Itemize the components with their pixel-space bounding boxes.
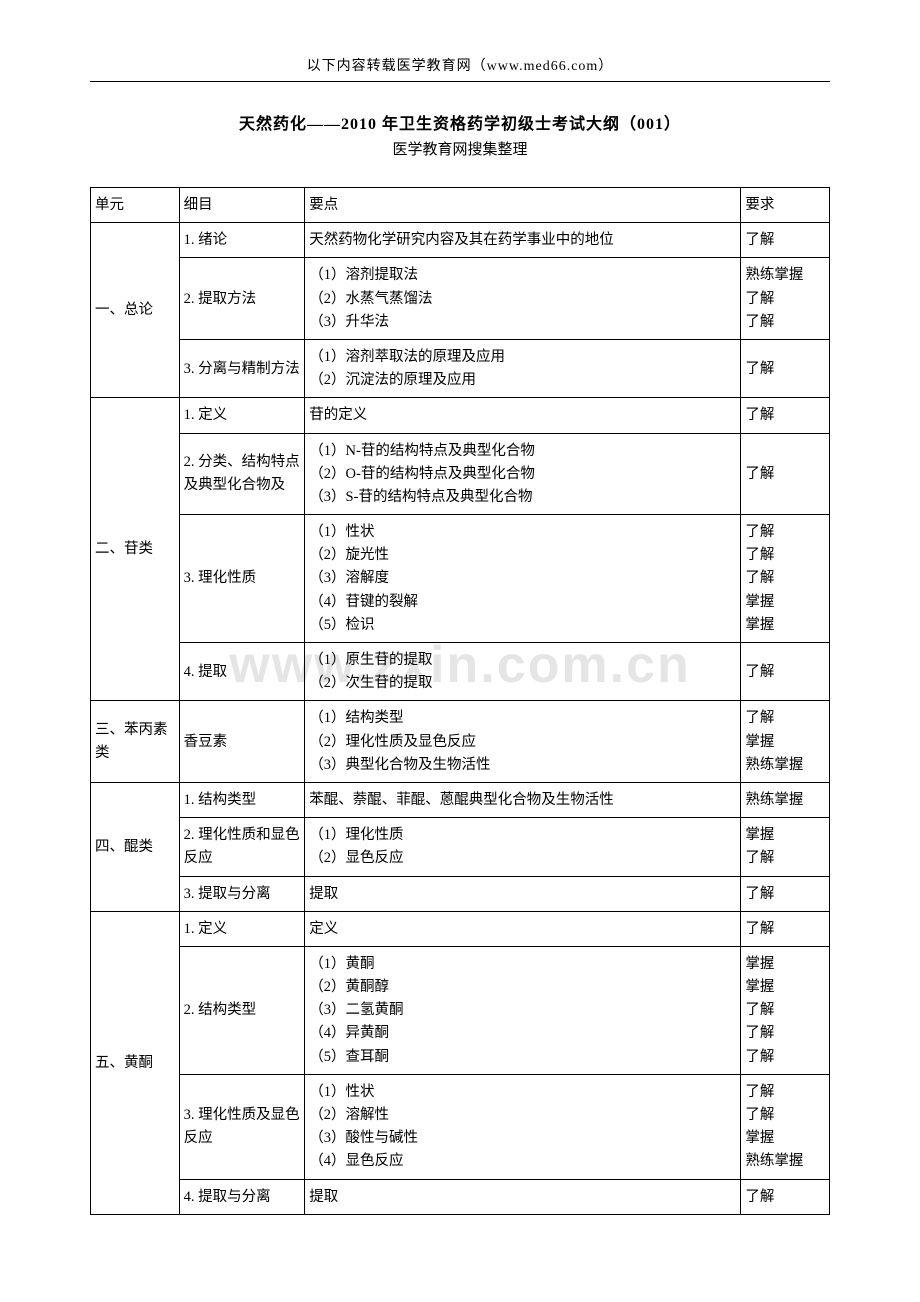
point-cell: （1）N-苷的结构特点及典型化合物（2）O-苷的结构特点及典型化合物（3）S-苷… [305, 433, 741, 515]
point-cell: 苷的定义 [305, 398, 741, 433]
table-row: 3. 提取与分离提取了解 [91, 876, 830, 911]
unit-cell: 四、醌类 [91, 782, 180, 911]
point-cell: 提取 [305, 876, 741, 911]
point-cell: 天然药物化学研究内容及其在药学事业中的地位 [305, 223, 741, 258]
detail-cell: 1. 结构类型 [179, 782, 305, 817]
detail-cell: 1. 绪论 [179, 223, 305, 258]
req-cell: 掌握掌握了解了解了解 [741, 946, 830, 1074]
req-cell: 熟练掌握了解了解 [741, 258, 830, 340]
detail-cell: 3. 提取与分离 [179, 876, 305, 911]
req-cell: 了解了解了解掌握掌握 [741, 515, 830, 643]
point-cell: （1）理化性质（2）显色反应 [305, 818, 741, 876]
col-detail-header: 细目 [179, 188, 305, 223]
point-cell: （1）结构类型（2）理化性质及显色反应（3）典型化合物及生物活性 [305, 701, 741, 783]
table-row: 4. 提取（1）原生苷的提取（2）次生苷的提取了解 [91, 643, 830, 701]
table-row: 2. 结构类型（1）黄酮（2）黄酮醇（3）二氢黄酮（4）异黄酮（5）查耳酮掌握掌… [91, 946, 830, 1074]
point-cell: （1）溶剂提取法（2）水蒸气蒸馏法（3）升华法 [305, 258, 741, 340]
unit-cell: 一、总论 [91, 223, 180, 398]
table-row: 3. 分离与精制方法（1）溶剂萃取法的原理及应用（2）沉淀法的原理及应用了解 [91, 339, 830, 397]
page: 以下内容转载医学教育网（www.med66.com） 天然药化——2010 年卫… [0, 0, 920, 1302]
col-unit-header: 单元 [91, 188, 180, 223]
req-cell: 了解掌握熟练掌握 [741, 701, 830, 783]
table-header-row: 单元 细目 要点 要求 [91, 188, 830, 223]
point-cell: （1）溶剂萃取法的原理及应用（2）沉淀法的原理及应用 [305, 339, 741, 397]
unit-cell: 三、苯丙素类 [91, 701, 180, 783]
req-cell: 了解 [741, 433, 830, 515]
req-cell: 了解 [741, 911, 830, 946]
detail-cell: 3. 理化性质及显色反应 [179, 1074, 305, 1179]
table-row: 3. 理化性质（1）性状（2）旋光性（3）溶解度（4）苷键的裂解（5）检识了解了… [91, 515, 830, 643]
detail-cell: 2. 结构类型 [179, 946, 305, 1074]
point-cell: （1）原生苷的提取（2）次生苷的提取 [305, 643, 741, 701]
detail-cell: 2. 理化性质和显色反应 [179, 818, 305, 876]
req-cell: 了解 [741, 1179, 830, 1214]
detail-cell: 4. 提取 [179, 643, 305, 701]
unit-cell: 二、苷类 [91, 398, 180, 701]
syllabus-table: 单元 细目 要点 要求 一、总论1. 绪论天然药物化学研究内容及其在药学事业中的… [90, 187, 830, 1215]
detail-cell: 4. 提取与分离 [179, 1179, 305, 1214]
table-row: 2. 分类、结构特点及典型化合物及（1）N-苷的结构特点及典型化合物（2）O-苷… [91, 433, 830, 515]
table-row: 五、黄酮1. 定义定义了解 [91, 911, 830, 946]
col-req-header: 要求 [741, 188, 830, 223]
syllabus-body: 一、总论1. 绪论天然药物化学研究内容及其在药学事业中的地位了解2. 提取方法（… [91, 223, 830, 1215]
req-cell: 了解 [741, 398, 830, 433]
table-row: 3. 理化性质及显色反应（1）性状（2）溶解性（3）酸性与碱性（4）显色反应了解… [91, 1074, 830, 1179]
point-cell: （1）性状（2）溶解性（3）酸性与碱性（4）显色反应 [305, 1074, 741, 1179]
detail-cell: 香豆素 [179, 701, 305, 783]
table-row: 二、苷类1. 定义苷的定义了解 [91, 398, 830, 433]
point-cell: （1）性状（2）旋光性（3）溶解度（4）苷键的裂解（5）检识 [305, 515, 741, 643]
header-text: 以下内容转载医学教育网（www.med66.com） [90, 55, 830, 75]
point-cell: 提取 [305, 1179, 741, 1214]
unit-cell: 五、黄酮 [91, 911, 180, 1214]
page-subtitle: 医学教育网搜集整理 [90, 138, 830, 159]
table-row: 4. 提取与分离提取了解 [91, 1179, 830, 1214]
detail-cell: 2. 提取方法 [179, 258, 305, 340]
req-cell: 了解 [741, 223, 830, 258]
req-cell: 掌握了解 [741, 818, 830, 876]
point-cell: （1）黄酮（2）黄酮醇（3）二氢黄酮（4）异黄酮（5）查耳酮 [305, 946, 741, 1074]
req-cell: 了解 [741, 876, 830, 911]
point-cell: 苯醌、萘醌、菲醌、蒽醌典型化合物及生物活性 [305, 782, 741, 817]
header-rule [90, 81, 830, 82]
detail-cell: 3. 分离与精制方法 [179, 339, 305, 397]
table-row: 三、苯丙素类香豆素（1）结构类型（2）理化性质及显色反应（3）典型化合物及生物活… [91, 701, 830, 783]
detail-cell: 2. 分类、结构特点及典型化合物及 [179, 433, 305, 515]
table-row: 2. 提取方法（1）溶剂提取法（2）水蒸气蒸馏法（3）升华法熟练掌握了解了解 [91, 258, 830, 340]
req-cell: 熟练掌握 [741, 782, 830, 817]
req-cell: 了解 [741, 643, 830, 701]
table-row: 2. 理化性质和显色反应（1）理化性质（2）显色反应掌握了解 [91, 818, 830, 876]
req-cell: 了解了解掌握熟练掌握 [741, 1074, 830, 1179]
col-point-header: 要点 [305, 188, 741, 223]
detail-cell: 3. 理化性质 [179, 515, 305, 643]
page-title: 天然药化——2010 年卫生资格药学初级士考试大纲（001） [90, 110, 830, 134]
table-row: 一、总论1. 绪论天然药物化学研究内容及其在药学事业中的地位了解 [91, 223, 830, 258]
detail-cell: 1. 定义 [179, 911, 305, 946]
point-cell: 定义 [305, 911, 741, 946]
req-cell: 了解 [741, 339, 830, 397]
detail-cell: 1. 定义 [179, 398, 305, 433]
table-row: 四、醌类1. 结构类型苯醌、萘醌、菲醌、蒽醌典型化合物及生物活性熟练掌握 [91, 782, 830, 817]
